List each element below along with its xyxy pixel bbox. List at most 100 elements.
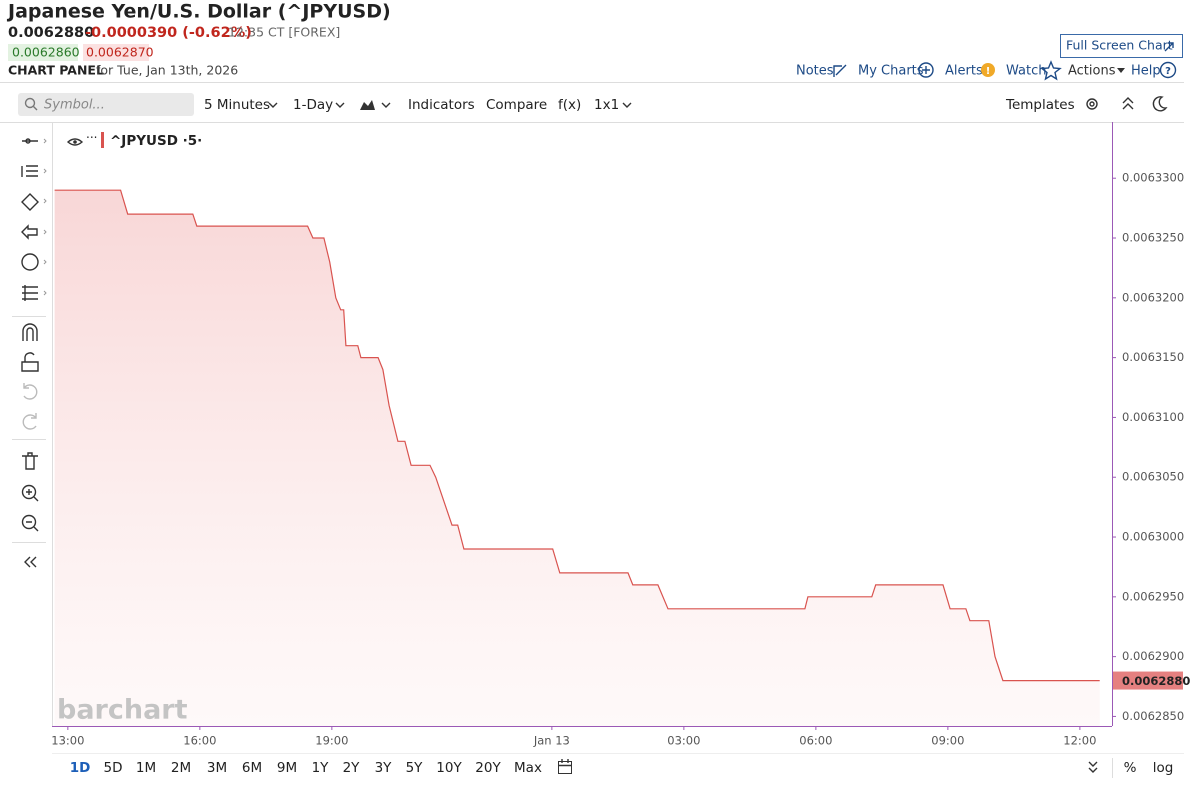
range-button[interactable]: 20Y <box>475 760 501 776</box>
watch-link[interactable]: Watch <box>1006 64 1046 79</box>
templates-button[interactable]: Templates <box>1005 97 1075 113</box>
y-tick-label: 0.0063300 <box>1122 171 1184 185</box>
x-tick-label: 19:00 <box>315 734 348 748</box>
help-icon <box>1159 61 1177 79</box>
range-button[interactable]: 3Y <box>375 760 393 776</box>
fib-tool[interactable] <box>21 165 38 177</box>
range-button[interactable]: 9M <box>277 760 297 776</box>
plot <box>54 189 1100 726</box>
zoom-out-tool[interactable] <box>21 514 37 530</box>
redo-tool[interactable] <box>22 413 37 430</box>
alerts-link[interactable]: Alerts <box>945 64 983 79</box>
last-price-tag <box>1113 671 1183 690</box>
range-button[interactable]: 1D <box>70 760 91 776</box>
visibility-icon[interactable] <box>66 138 84 146</box>
panel-label: CHART PANEL <box>8 63 104 78</box>
last-price: 0.0062880 <box>8 25 94 41</box>
compare-button[interactable]: Compare <box>486 97 547 113</box>
star-icon <box>1040 60 1062 81</box>
legend-swatch <box>101 132 104 148</box>
collapse-icon[interactable] <box>1122 97 1134 110</box>
theme-icon[interactable] <box>1152 96 1168 112</box>
x-tick-label: 16:00 <box>183 734 216 748</box>
range-button[interactable]: 5Y <box>406 760 424 776</box>
indicators-button[interactable]: Indicators <box>408 97 475 113</box>
y-tick-label: 0.0062850 <box>1122 709 1184 723</box>
x-tick-label: 06:00 <box>799 734 832 748</box>
drawing-tools <box>21 138 39 568</box>
log-toggle[interactable]: log <box>1153 760 1174 776</box>
layout-menu[interactable]: 1x1 <box>594 97 619 113</box>
settings-icon[interactable] <box>1086 98 1098 110</box>
x-tick-label: 12:00 <box>1063 734 1096 748</box>
price-change: -0.0000390 (-0.62%) <box>85 25 252 41</box>
range-bar: 1D 5D 1M 2M 3M 6M 9M 1Y 2Y 3Y 5Y 10Y 20Y Max <box>70 760 542 776</box>
interval-menu[interactable]: 5 Minutes <box>204 97 270 113</box>
title: Japanese Yen/U.S. Dollar (^JPYUSD) <box>6 1 391 23</box>
chevron <box>335 102 345 108</box>
plus-icon-mark <box>922 66 930 74</box>
ask: 0.0062870 <box>86 45 154 60</box>
full-screen-label[interactable]: Full Screen Chart <box>1066 38 1173 53</box>
y-tick-label: 0.0062950 <box>1122 589 1184 603</box>
expand-icon[interactable] <box>1088 761 1098 773</box>
quote-time: 12:35 CT [FOREX] <box>228 25 340 40</box>
line-tool[interactable] <box>22 138 38 144</box>
range-button[interactable]: 2Y <box>343 760 361 776</box>
y-tick-label: 0.0063100 <box>1122 410 1184 424</box>
chart-type-icon[interactable] <box>360 100 375 110</box>
range-button[interactable]: 6M <box>242 760 262 776</box>
x-tick-label: 09:00 <box>931 734 964 748</box>
last-price-label: 0.0062880 <box>1122 674 1190 688</box>
collapse-panel[interactable] <box>24 556 37 568</box>
watermark: barchart <box>57 695 188 726</box>
zoom-in-mark <box>26 489 39 502</box>
fx-button[interactable]: f(x) <box>558 97 581 113</box>
range-button[interactable]: 5D <box>104 760 123 776</box>
range-button[interactable]: 2M <box>171 760 191 776</box>
pattern-tool[interactable] <box>21 253 39 271</box>
bid-badge <box>8 44 78 61</box>
legend-menu[interactable]: ··· <box>86 131 97 145</box>
tool-expanders <box>43 138 47 296</box>
help-link[interactable]: Help <box>1131 64 1161 79</box>
range-button[interactable]: Max <box>514 760 542 776</box>
area-fill <box>54 190 1100 726</box>
lock-tool[interactable] <box>21 352 39 372</box>
delete-tool[interactable] <box>22 452 38 470</box>
percent-toggle[interactable]: % <box>1124 760 1137 776</box>
full-screen-icon <box>1164 42 1174 52</box>
search-icon-handle <box>33 106 38 111</box>
undo-tool[interactable] <box>23 383 38 400</box>
zoom-in-tool[interactable] <box>21 484 37 500</box>
range-button[interactable]: 1Y <box>312 760 330 776</box>
chevron <box>381 102 391 108</box>
price-line <box>54 189 1100 682</box>
plus-icon <box>918 62 934 78</box>
magnet-tool[interactable] <box>22 323 38 341</box>
symbol-search[interactable] <box>18 93 194 116</box>
range-button[interactable]: 1M <box>136 760 156 776</box>
period-menu[interactable]: 1-Day <box>293 97 333 113</box>
symbol-placeholder: Symbol... <box>44 98 105 113</box>
calendar-icon[interactable] <box>558 761 572 774</box>
notes-icon <box>833 64 847 77</box>
y-tick-label: 0.0063050 <box>1122 470 1184 484</box>
ask-badge <box>83 44 149 61</box>
y-tick-label: 0.0062900 <box>1122 649 1184 663</box>
range-button[interactable]: 3M <box>207 760 227 776</box>
arrow-tool[interactable] <box>21 224 38 240</box>
chevron <box>268 102 278 108</box>
my-charts-link[interactable]: My Charts <box>858 64 924 79</box>
x-tick-label: Jan 13 <box>533 734 570 748</box>
notes-link[interactable]: Notes <box>796 64 834 79</box>
full-screen-button[interactable] <box>1060 34 1183 58</box>
range-button[interactable]: 10Y <box>436 760 462 776</box>
alert-icon <box>981 63 995 77</box>
shape-tool[interactable] <box>21 193 39 211</box>
measure-tool[interactable] <box>22 285 38 301</box>
bid: 0.0062860 <box>12 45 80 60</box>
calendar-icon-mark <box>558 759 572 767</box>
actions-link[interactable]: Actions <box>1068 64 1116 79</box>
